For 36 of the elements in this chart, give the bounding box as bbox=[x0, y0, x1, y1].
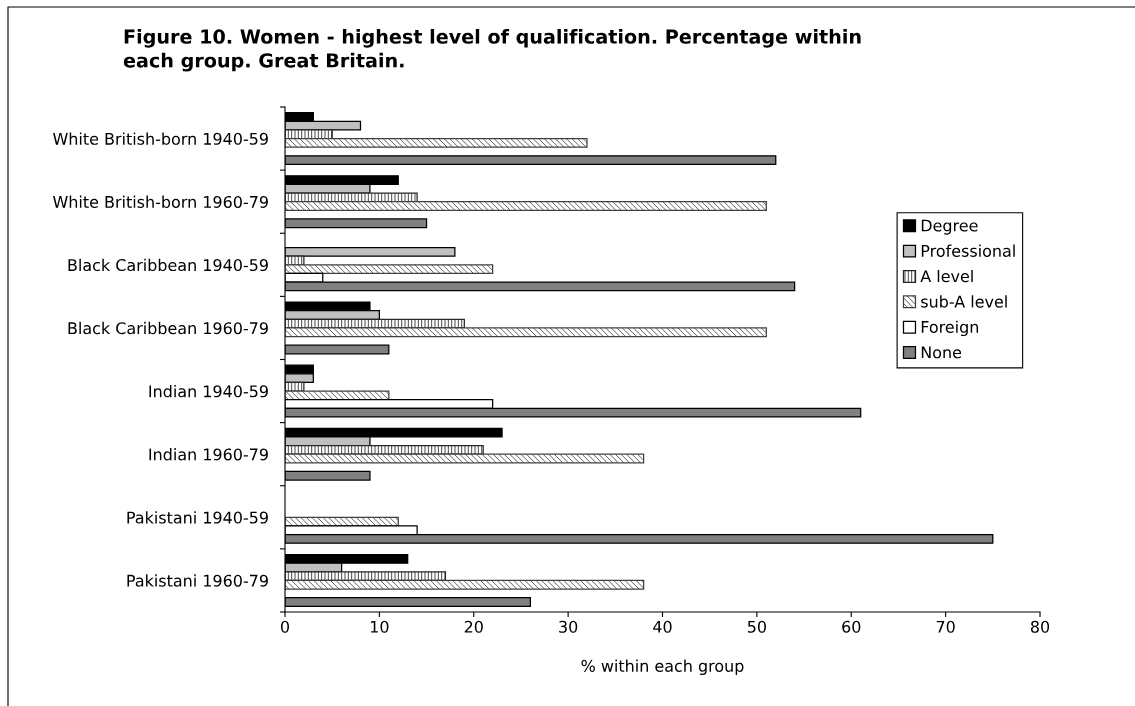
legend-label: sub-A level bbox=[921, 295, 1007, 308]
y-tick-label: Indian 1940-59 bbox=[149, 384, 268, 398]
chart-title: Figure 10. Women - highest level of qualification. Percentage within each group. Great Britain. bbox=[123, 29, 861, 72]
y-tick-label: Pakistani 1940-59 bbox=[127, 511, 268, 524]
y-tick-label: Indian 1960-79 bbox=[149, 448, 268, 461]
x-tick-label: 0 bbox=[280, 620, 290, 633]
y-tick-label: White British-born 1960-79 bbox=[53, 195, 268, 208]
bar bbox=[285, 571, 447, 582]
x-tick-label: 30 bbox=[559, 620, 578, 633]
y-tick-label: White British-born 1940-59 bbox=[53, 132, 268, 145]
x-tick-label: 70 bbox=[936, 620, 955, 633]
legend-label: A level bbox=[920, 269, 973, 283]
x-tick-label: 40 bbox=[653, 620, 672, 633]
x-tick-label: 80 bbox=[1030, 620, 1050, 633]
legend-label: Degree bbox=[921, 219, 978, 235]
bar bbox=[285, 129, 333, 140]
bar bbox=[285, 390, 390, 401]
legend-label: Professional bbox=[921, 244, 1015, 257]
x-tick-label: 60 bbox=[842, 620, 861, 633]
bar bbox=[285, 444, 484, 455]
x-tick-label: 20 bbox=[464, 620, 483, 633]
bar bbox=[285, 579, 645, 590]
bar bbox=[285, 327, 767, 338]
y-tick-label: Pakistani 1960-79 bbox=[127, 574, 268, 587]
legend-label: Foreign bbox=[921, 320, 979, 337]
x-tick-label: 10 bbox=[370, 620, 389, 633]
bar bbox=[285, 137, 588, 148]
x-axis-title: % within each group bbox=[581, 659, 744, 675]
bar bbox=[285, 264, 494, 275]
bar bbox=[285, 201, 767, 211]
legend-label: None bbox=[921, 346, 962, 359]
y-tick-label: Black Caribbean 1960-79 bbox=[68, 321, 268, 335]
x-tick-label: 50 bbox=[747, 620, 766, 633]
bar bbox=[285, 453, 645, 464]
y-tick-label: Black Caribbean 1940-59 bbox=[68, 258, 268, 272]
bar bbox=[285, 192, 418, 203]
